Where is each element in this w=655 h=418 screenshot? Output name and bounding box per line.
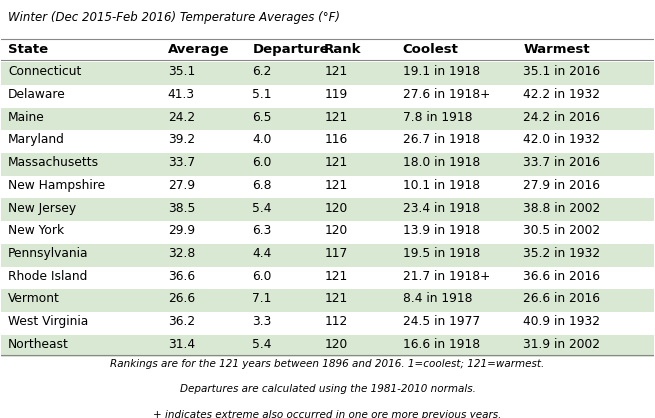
Text: West Virginia: West Virginia	[8, 315, 88, 328]
Text: 26.6 in 2016: 26.6 in 2016	[523, 293, 600, 306]
Text: Average: Average	[168, 43, 229, 56]
Text: 36.6 in 2016: 36.6 in 2016	[523, 270, 600, 283]
Text: 5.4: 5.4	[252, 338, 272, 351]
Text: 32.8: 32.8	[168, 247, 195, 260]
Text: 120: 120	[324, 224, 348, 237]
Text: 121: 121	[324, 65, 348, 78]
Bar	[1, 153, 654, 176]
Text: 31.9 in 2002: 31.9 in 2002	[523, 338, 600, 351]
Text: 8.4 in 1918: 8.4 in 1918	[403, 293, 472, 306]
Text: 121: 121	[324, 111, 348, 124]
Text: Rhode Island: Rhode Island	[8, 270, 87, 283]
Text: 19.5 in 1918: 19.5 in 1918	[403, 247, 479, 260]
Text: 121: 121	[324, 179, 348, 192]
Text: 6.3: 6.3	[252, 224, 272, 237]
Text: + indicates extreme also occurred in one ore more previous years.: + indicates extreme also occurred in one…	[153, 410, 502, 418]
Text: 27.6 in 1918+: 27.6 in 1918+	[403, 88, 490, 101]
Text: 33.7 in 2016: 33.7 in 2016	[523, 156, 600, 169]
Text: 6.8: 6.8	[252, 179, 272, 192]
Text: 33.7: 33.7	[168, 156, 195, 169]
Text: 121: 121	[324, 156, 348, 169]
Text: 19.1 in 1918: 19.1 in 1918	[403, 65, 479, 78]
Text: 27.9: 27.9	[168, 179, 195, 192]
Text: 36.2: 36.2	[168, 315, 195, 328]
Text: Vermont: Vermont	[8, 293, 60, 306]
Text: 112: 112	[324, 315, 348, 328]
Text: 24.2 in 2016: 24.2 in 2016	[523, 111, 600, 124]
Bar	[1, 107, 654, 130]
Text: 21.7 in 1918+: 21.7 in 1918+	[403, 270, 490, 283]
Text: 41.3: 41.3	[168, 88, 195, 101]
Text: Coolest: Coolest	[403, 43, 458, 56]
Text: 5.1: 5.1	[252, 88, 272, 101]
Text: Departure: Departure	[252, 43, 329, 56]
Text: 117: 117	[324, 247, 348, 260]
Text: 116: 116	[324, 133, 348, 146]
Text: Rankings are for the 121 years between 1896 and 2016. 1=coolest; 121=warmest.: Rankings are for the 121 years between 1…	[111, 359, 544, 369]
Text: 10.1 in 1918: 10.1 in 1918	[403, 179, 479, 192]
Text: New Hampshire: New Hampshire	[8, 179, 105, 192]
Text: Departures are calculated using the 1981-2010 normals.: Departures are calculated using the 1981…	[179, 384, 476, 394]
Text: 6.0: 6.0	[252, 156, 272, 169]
Bar	[1, 62, 654, 85]
Text: 35.2 in 1932: 35.2 in 1932	[523, 247, 600, 260]
Bar	[1, 335, 654, 357]
Text: 30.5 in 2002: 30.5 in 2002	[523, 224, 600, 237]
Text: Maine: Maine	[8, 111, 45, 124]
Text: 16.6 in 1918: 16.6 in 1918	[403, 338, 479, 351]
Bar	[1, 289, 654, 312]
Text: 27.9 in 2016: 27.9 in 2016	[523, 179, 600, 192]
Text: 120: 120	[324, 201, 348, 214]
Text: New Jersey: New Jersey	[8, 201, 76, 214]
Text: 24.2: 24.2	[168, 111, 195, 124]
Text: Maryland: Maryland	[8, 133, 65, 146]
Text: 26.6: 26.6	[168, 293, 195, 306]
Text: 121: 121	[324, 293, 348, 306]
Text: 39.2: 39.2	[168, 133, 195, 146]
Text: Winter (Dec 2015-Feb 2016) Temperature Averages (°F): Winter (Dec 2015-Feb 2016) Temperature A…	[8, 11, 340, 24]
Text: 5.4: 5.4	[252, 201, 272, 214]
Text: 38.8 in 2002: 38.8 in 2002	[523, 201, 601, 214]
Text: 121: 121	[324, 270, 348, 283]
Text: 3.3: 3.3	[252, 315, 272, 328]
Text: 6.0: 6.0	[252, 270, 272, 283]
Text: 36.6: 36.6	[168, 270, 195, 283]
Text: 120: 120	[324, 338, 348, 351]
Text: 6.2: 6.2	[252, 65, 272, 78]
Text: 4.0: 4.0	[252, 133, 272, 146]
Text: Delaware: Delaware	[8, 88, 66, 101]
Text: Rank: Rank	[324, 43, 362, 56]
Text: 31.4: 31.4	[168, 338, 195, 351]
Text: 35.1: 35.1	[168, 65, 195, 78]
Text: 18.0 in 1918: 18.0 in 1918	[403, 156, 479, 169]
Text: Pennsylvania: Pennsylvania	[8, 247, 88, 260]
Text: Connecticut: Connecticut	[8, 65, 81, 78]
Text: 40.9 in 1932: 40.9 in 1932	[523, 315, 600, 328]
Text: 26.7 in 1918: 26.7 in 1918	[403, 133, 479, 146]
Text: Northeast: Northeast	[8, 338, 69, 351]
Text: 38.5: 38.5	[168, 201, 195, 214]
Text: 42.0 in 1932: 42.0 in 1932	[523, 133, 600, 146]
Text: 24.5 in 1977: 24.5 in 1977	[403, 315, 479, 328]
Text: 42.2 in 1932: 42.2 in 1932	[523, 88, 600, 101]
Text: 35.1 in 2016: 35.1 in 2016	[523, 65, 600, 78]
Bar	[1, 244, 654, 267]
Text: Massachusetts: Massachusetts	[8, 156, 99, 169]
Text: 13.9 in 1918: 13.9 in 1918	[403, 224, 479, 237]
Text: 7.1: 7.1	[252, 293, 272, 306]
Text: New York: New York	[8, 224, 64, 237]
Text: 7.8 in 1918: 7.8 in 1918	[403, 111, 472, 124]
Bar	[1, 199, 654, 221]
Text: 23.4 in 1918: 23.4 in 1918	[403, 201, 479, 214]
Text: 4.4: 4.4	[252, 247, 272, 260]
Text: State: State	[8, 43, 48, 56]
Text: Warmest: Warmest	[523, 43, 590, 56]
Text: 6.5: 6.5	[252, 111, 272, 124]
Text: 29.9: 29.9	[168, 224, 195, 237]
Text: 119: 119	[324, 88, 348, 101]
